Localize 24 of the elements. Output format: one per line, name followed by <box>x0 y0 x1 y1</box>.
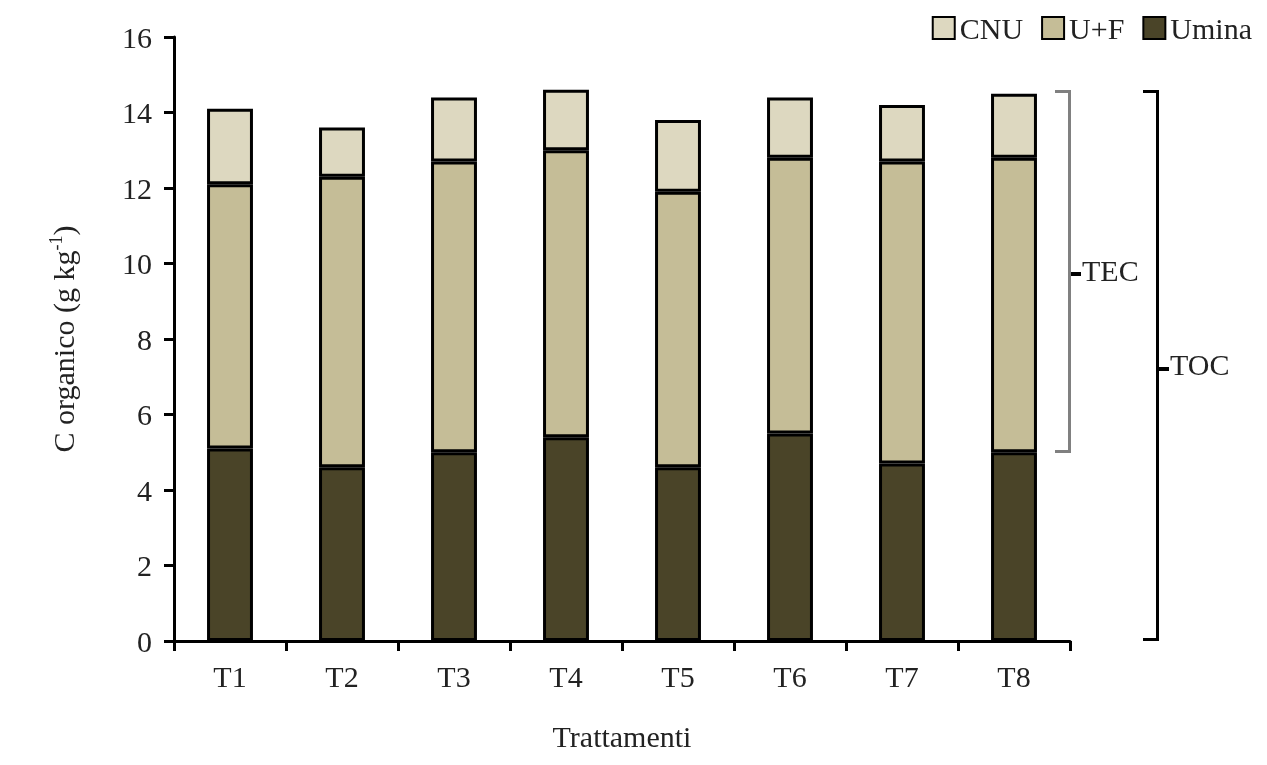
legend-label: U+F <box>1069 11 1125 45</box>
x-tick-label: T2 <box>325 659 359 693</box>
y-tick-label: 8 <box>137 322 152 356</box>
legend-label: Umina <box>1170 11 1253 45</box>
x-tick-label: T3 <box>437 659 471 693</box>
x-tick-label: T8 <box>997 659 1031 693</box>
y-tick-label: 10 <box>122 247 152 280</box>
y-tick-label: 0 <box>137 624 152 658</box>
y-axis-title: C organico (g kg-1) <box>46 225 81 453</box>
x-tick-label: T6 <box>773 659 807 693</box>
x-axis-title: Trattamenti <box>552 719 692 753</box>
x-tick-label: T1 <box>213 659 247 693</box>
y-tick-label: 16 <box>122 20 152 54</box>
y-tick-label: 6 <box>137 398 152 431</box>
y-tick-label: 4 <box>137 473 152 507</box>
text: TEC <box>1081 254 1139 288</box>
x-tick-label: T5 <box>661 659 695 693</box>
y-tick-label: 14 <box>122 96 152 129</box>
text: TOC <box>1169 348 1230 382</box>
legend-label: CNU <box>959 11 1024 45</box>
y-tick-label: 2 <box>137 549 152 582</box>
y-tick-label: 12 <box>122 171 152 205</box>
x-tick-label: T4 <box>549 659 583 693</box>
x-tick-label: T7 <box>885 659 919 693</box>
